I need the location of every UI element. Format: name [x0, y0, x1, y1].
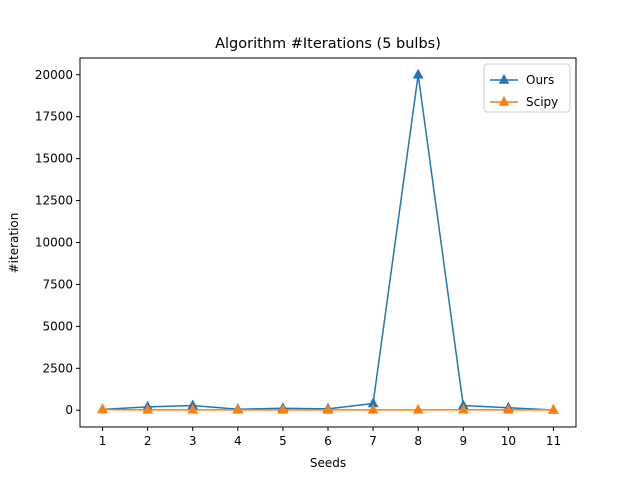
legend-item-scipy: Scipy: [490, 95, 558, 109]
chart-title: Algorithm #Iterations (5 bulbs): [215, 36, 441, 52]
legend-marker: [498, 95, 510, 106]
data-point: [457, 403, 469, 414]
x-tick-label: 8: [414, 434, 422, 448]
data-point: [142, 403, 153, 414]
x-tick-label: 11: [546, 434, 561, 448]
y-axis-ticks: 0 2500 5000 7500 10000 12500 15000 17500 20000: [35, 68, 80, 417]
legend-label: Scipy: [526, 95, 558, 109]
x-tick-label: 5: [279, 434, 287, 448]
x-tick-label: 7: [369, 434, 377, 448]
y-tick-label: 7500: [42, 277, 73, 291]
y-axis-label: #iteration: [7, 213, 21, 274]
data-point: [412, 68, 424, 79]
x-tick-label: 6: [324, 434, 332, 448]
y-tick-label: 5000: [42, 319, 73, 333]
data-point: [367, 403, 379, 414]
data-point: [322, 403, 334, 414]
x-tick-label: 2: [144, 434, 152, 448]
y-tick-label: 2500: [42, 361, 73, 375]
data-point: [548, 403, 559, 414]
legend-label: Ours: [526, 73, 554, 87]
data-point: [232, 403, 244, 414]
y-tick-label: 20000: [35, 68, 73, 82]
x-tick-label: 10: [501, 434, 516, 448]
series-layer: [97, 68, 559, 414]
data-point: [187, 403, 199, 414]
x-tick-label: 4: [234, 434, 242, 448]
x-axis-ticks: 1 2 3 4 5 6 7 8 9 10 11: [99, 427, 561, 448]
legend: Ours Scipy: [483, 63, 571, 113]
data-point: [412, 403, 424, 414]
x-axis-label: Seeds: [310, 456, 346, 470]
x-tick-label: 3: [189, 434, 197, 448]
series-scipy: [97, 403, 559, 414]
y-tick-label: 17500: [35, 110, 73, 124]
y-tick-label: 15000: [35, 152, 73, 166]
legend-marker: [498, 73, 510, 84]
x-tick-label: 9: [459, 434, 467, 448]
y-tick-label: 12500: [35, 194, 73, 208]
data-point: [97, 403, 108, 414]
data-point: [277, 403, 289, 414]
y-tick-label: 0: [65, 403, 73, 417]
data-point: [503, 403, 514, 414]
x-tick-label: 1: [99, 434, 107, 448]
legend-item-ours: Ours: [490, 73, 554, 87]
y-tick-label: 10000: [35, 236, 73, 250]
